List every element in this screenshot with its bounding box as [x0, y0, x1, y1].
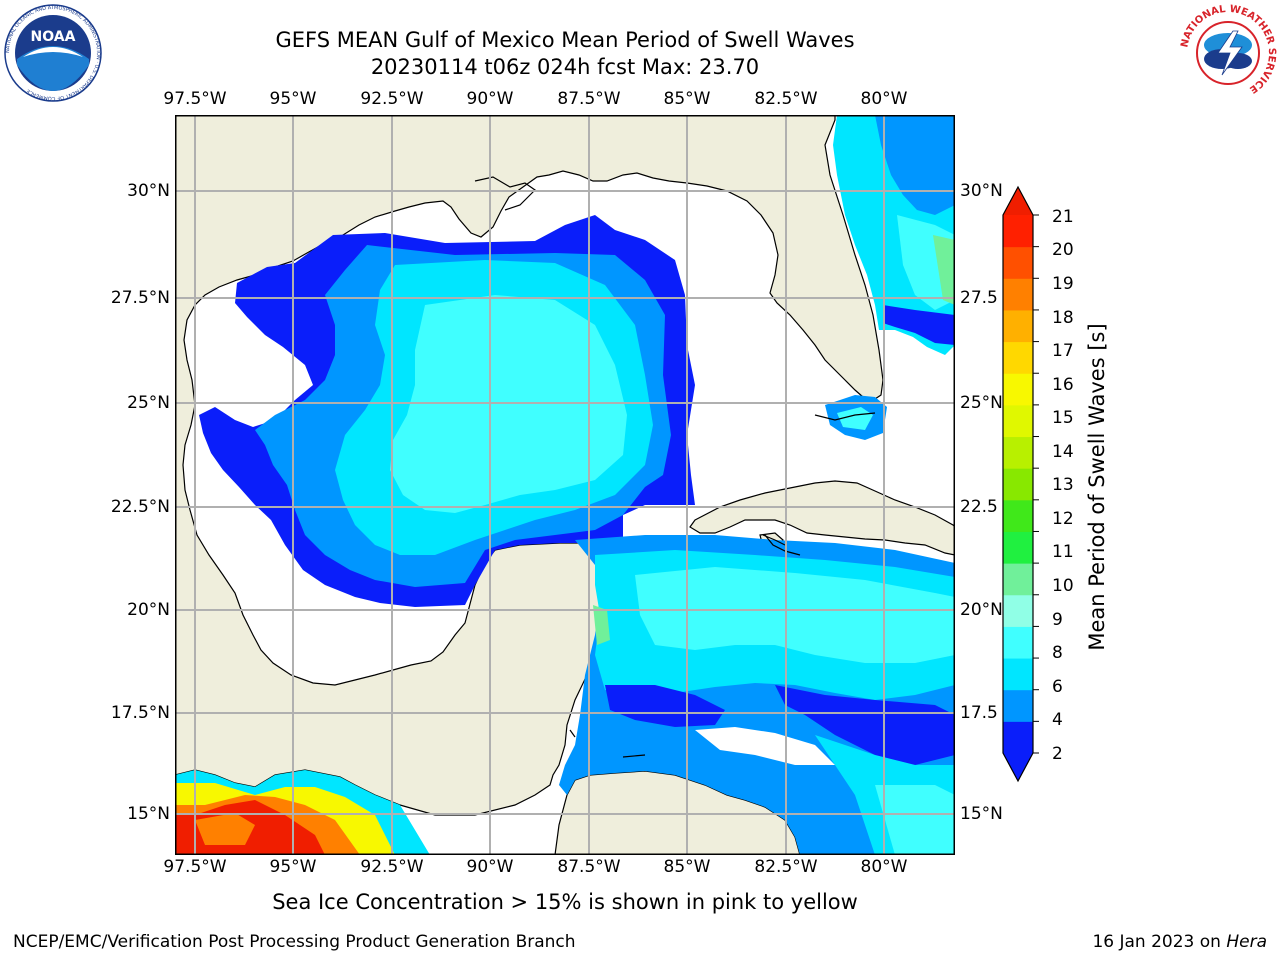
chart-title: GEFS MEAN Gulf of Mexico Mean Period of … — [275, 28, 855, 52]
colorbar-tick: 13 — [1052, 475, 1074, 495]
noaa-logo: NOAA NATIONAL OCEANIC AND ATMOSPHERIC AD… — [3, 3, 103, 107]
colorbar-tick: 6 — [1052, 677, 1063, 697]
colorbar-segment — [1003, 689, 1033, 722]
colorbar-tick: 11 — [1052, 542, 1074, 562]
footer-credit: NCEP/EMC/Verification Post Processing Pr… — [13, 932, 576, 952]
colorbar-segment — [1003, 658, 1033, 691]
lon-label: 87.5°W — [557, 857, 621, 877]
colorbar-tick: 17 — [1052, 341, 1074, 361]
colorbar-segment — [1003, 309, 1033, 343]
lon-label: 95°W — [269, 857, 317, 877]
colorbar — [1002, 185, 1039, 783]
colorbar-tick: 16 — [1052, 375, 1074, 395]
lon-label: 82.5°W — [754, 857, 818, 877]
lat-label: 17.5 — [960, 703, 998, 723]
lon-label: 80°W — [860, 857, 908, 877]
lon-label: 80°W — [860, 89, 908, 109]
colorbar-tick: 14 — [1052, 442, 1074, 462]
colorbar-tick: 4 — [1052, 710, 1063, 730]
footer-host: Hera — [1226, 932, 1267, 952]
lat-label: 15°N — [127, 804, 170, 824]
lon-label: 97.5°W — [163, 857, 227, 877]
lat-label: 27.5°N — [110, 288, 170, 308]
footer-date-text: 16 Jan 2023 on — [1092, 932, 1227, 952]
colorbar-segment — [1003, 373, 1033, 406]
graticule — [175, 115, 955, 855]
lat-label: 25°N — [960, 393, 1003, 413]
colorbar-segment — [1003, 404, 1033, 438]
lat-label: 22.5°N — [110, 497, 170, 517]
lat-label: 30°N — [127, 181, 170, 201]
lat-label: 27.5 — [960, 288, 998, 308]
colorbar-tick: 8 — [1052, 643, 1063, 663]
colorbar-segment — [1003, 246, 1033, 279]
colorbar-segment — [1003, 721, 1033, 754]
lat-label: 22.5 — [960, 497, 998, 517]
colorbar-tick: 15 — [1052, 408, 1074, 428]
lon-label: 90°W — [466, 89, 514, 109]
lat-label: 15°N — [960, 804, 1003, 824]
colorbar-segment — [1003, 594, 1033, 627]
sea-ice-caption: Sea Ice Concentration > 15% is shown in … — [272, 890, 858, 914]
lon-label: 92.5°W — [360, 857, 424, 877]
colorbar-label: Mean Period of Swell Waves [s] — [1085, 323, 1109, 651]
lon-label: 85°W — [663, 89, 711, 109]
lat-label: 17.5°N — [110, 703, 170, 723]
lon-label: 97.5°W — [163, 89, 227, 109]
swell-field — [175, 115, 955, 855]
lon-label: 90°W — [466, 857, 514, 877]
lat-label: 30°N — [960, 181, 1003, 201]
lat-label: 20°N — [127, 600, 170, 620]
colorbar-tick: 10 — [1052, 576, 1074, 596]
colorbar-tick: 21 — [1052, 207, 1074, 227]
lat-label: 20°N — [960, 600, 1003, 620]
colorbar-under-triangle — [1003, 753, 1033, 781]
colorbar-segment — [1003, 563, 1033, 596]
colorbar-over-triangle — [1003, 187, 1033, 215]
colorbar-segment — [1003, 278, 1033, 311]
colorbar-tick: 18 — [1052, 308, 1074, 328]
chart-subtitle: 20230114 t06z 024h fcst Max: 23.70 — [370, 55, 760, 79]
colorbar-segment — [1003, 341, 1033, 374]
svg-text:NOAA: NOAA — [31, 29, 76, 45]
footer-date: 16 Jan 2023 on Hera — [1092, 932, 1267, 952]
colorbar-tick: 19 — [1052, 274, 1074, 294]
lat-label: 25°N — [127, 393, 170, 413]
coastlines — [474, 176, 876, 758]
colorbar-segment — [1003, 215, 1033, 248]
colorbar-tick: 12 — [1052, 509, 1074, 529]
colorbar-segment — [1003, 626, 1033, 659]
colorbar-segment — [1003, 436, 1033, 469]
colorbar-segment — [1003, 468, 1033, 501]
nws-logo: NATIONAL WEATHER SERVICE — [1178, 3, 1278, 107]
colorbar-tick: 2 — [1052, 744, 1063, 764]
lon-label: 87.5°W — [557, 89, 621, 109]
colorbar-tick: 20 — [1052, 240, 1074, 260]
colorbar-tick: 9 — [1052, 610, 1063, 630]
gulf-of-mexico-map — [175, 115, 955, 855]
lon-label: 82.5°W — [754, 89, 818, 109]
lon-label: 85°W — [663, 857, 711, 877]
lon-label: 95°W — [269, 89, 317, 109]
colorbar-segment — [1003, 531, 1033, 564]
lon-label: 92.5°W — [360, 89, 424, 109]
colorbar-segment — [1003, 499, 1033, 532]
